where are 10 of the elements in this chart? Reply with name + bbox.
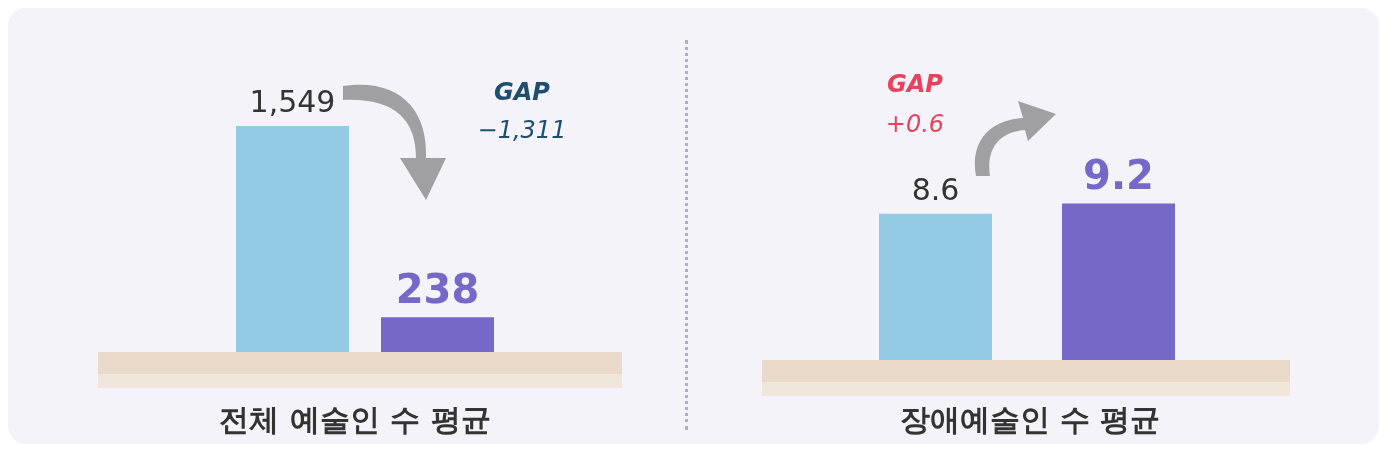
data-label: 9.2 [1083, 152, 1154, 199]
text: +0.6 [884, 110, 946, 138]
annotation: −1,311 [476, 116, 568, 144]
text: GAP [886, 70, 944, 98]
data-label: 238 [395, 266, 480, 313]
text: 전체 예술인 수 평균 [218, 401, 492, 439]
text: 장애예술인 수 평균 [898, 401, 1162, 439]
text: GAP [493, 78, 551, 106]
data-label: 8.6 [911, 171, 960, 207]
data-label: 1,549 [249, 83, 336, 119]
